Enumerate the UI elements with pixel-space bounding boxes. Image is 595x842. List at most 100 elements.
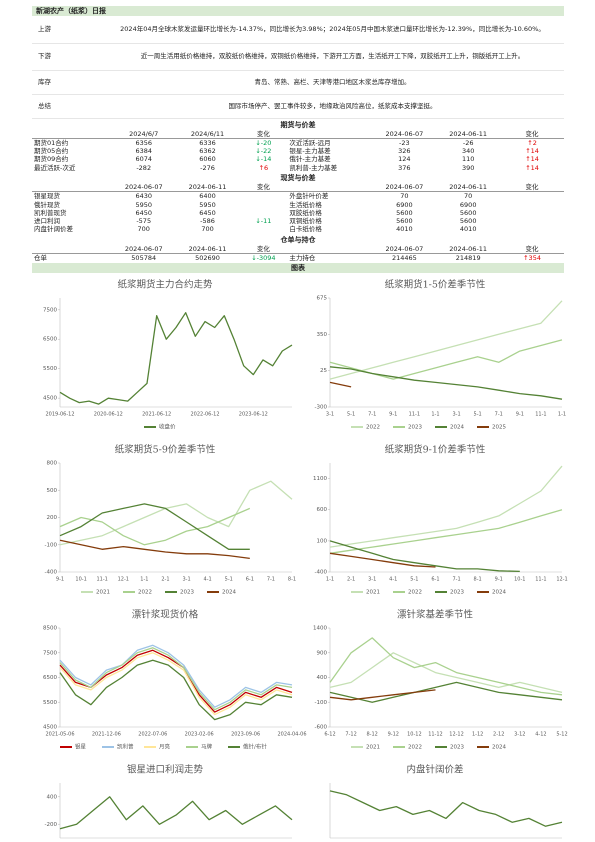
section-title: 图表 — [32, 263, 564, 274]
cell: ↓-20 — [255, 138, 272, 147]
series-line — [59, 652, 293, 716]
cell: 期货01合约 — [34, 138, 69, 147]
x-tick-label: 2021-12-06 — [92, 732, 121, 738]
table-row: 期货09合约 6074 6060 ↓-14 俄针-主力基差 124 110 ↑14 — [32, 155, 564, 163]
chart-title: 漂针浆基差季节性 — [397, 609, 474, 621]
cell: 340 — [461, 147, 475, 156]
x-tick-label: 5-1 — [225, 577, 233, 583]
table-row: 期货01合约 6356 6336 ↓-20 次近活跃-远月 -23 -26 ↑2 — [32, 138, 564, 147]
cell: -276 — [200, 163, 215, 172]
report-title: 新湖农产（纸浆）日报 — [32, 6, 564, 16]
x-tick-label: 8-1 — [474, 577, 482, 583]
cell — [500, 225, 564, 233]
cell — [500, 209, 564, 217]
cell: 双铜纸价格 — [289, 217, 322, 226]
x-tick-label: 5-12 — [556, 732, 567, 738]
series-line — [59, 507, 251, 546]
cell: 6356 — [135, 138, 152, 147]
cell: 5600 — [459, 217, 477, 226]
x-tick-label: 1-12 — [472, 732, 483, 738]
series-line — [329, 681, 563, 703]
cell: 凯利普-主力基差 — [289, 163, 338, 172]
cell: 银星现货 — [34, 192, 60, 201]
cell: 6900 — [459, 200, 477, 209]
chart-title: 纸浆期货9-1价差季节性 — [385, 444, 486, 456]
table-row: 俄针现货 5950 5950 生活纸价格 6900 6900 — [32, 201, 564, 209]
y-tick-label: 400 — [317, 675, 328, 681]
summary-row: 库存 青岛、常熟、高栏、天津等港口地区木浆总库存增加。 — [32, 70, 564, 95]
header-cell: 2024-06-07 — [111, 244, 176, 255]
cell: 双胶纸价格 — [289, 208, 322, 217]
data-table: 2024/6/7 2024/6/11 变化 2024-06-07 2024-06-11 变… — [32, 129, 564, 172]
legend-label: 2022 — [138, 590, 152, 596]
cell: ↓-11 — [255, 217, 272, 226]
summary-label: 库存 — [32, 70, 101, 95]
x-tick-label: 9-1 — [495, 577, 503, 583]
x-tick-label: 7-1 — [267, 577, 275, 583]
series-line — [59, 503, 250, 550]
cell: 6400 — [199, 192, 216, 201]
cell: 6430 — [135, 192, 152, 201]
cell: 5950 — [199, 200, 216, 209]
x-tick-label: 4-1 — [389, 577, 397, 583]
cell: 外盘针叶价差 — [289, 192, 329, 201]
series-line — [329, 509, 563, 554]
x-tick-label: 9-12 — [388, 732, 399, 738]
cell: 700 — [137, 225, 150, 234]
x-tick-label: 2022-06-12 — [190, 412, 219, 418]
x-tick-label: 7-1 — [495, 412, 503, 418]
table-title: 现货与价差 — [280, 173, 316, 182]
cell: 银星-主力基差 — [289, 147, 331, 156]
y-tick-label: 1100 — [313, 476, 327, 482]
x-tick-label: 11-1 — [535, 577, 546, 583]
cell: -26 — [462, 138, 474, 147]
y-tick-label: 4500 — [43, 396, 57, 402]
cell: 俄针现货 — [34, 200, 60, 209]
cell: -23 — [399, 138, 410, 147]
y-tick-label: 25 — [320, 368, 327, 374]
header-cell: 变化 — [239, 129, 288, 139]
legend-label: 2023 — [450, 745, 464, 751]
chart-title: 银星进口利润走势 — [127, 764, 204, 776]
legend-label: 俄针/布针 — [243, 743, 267, 751]
data-table: 2024-06-07 2024-06-11 变化 2024-06-07 2024-06-… — [32, 182, 564, 234]
table-title: 仓单与持仓 — [280, 235, 316, 244]
header-cell — [287, 182, 373, 193]
x-tick-label: 11-1 — [409, 412, 420, 418]
header-cell — [287, 129, 373, 139]
cell: 5600 — [396, 217, 413, 226]
cell: 内盘针阔价差 — [34, 225, 73, 234]
table-row: 内盘针阔价差 700 700 白卡纸价格 4010 4010 — [32, 225, 564, 233]
cell: 70 — [464, 192, 473, 201]
summary-text: 近一周生活用纸价格维持，双胶纸价格维持，双铜纸价格维持，下游开工方面，生活纸开工… — [101, 43, 564, 71]
x-tick-label: 1-1 — [140, 577, 148, 583]
cell: 次近活跃-远月 — [289, 138, 331, 147]
y-tick-label: 7500 — [43, 307, 57, 313]
header-cell — [32, 182, 112, 193]
series-line — [59, 659, 293, 721]
x-tick-label: 2019-06-12 — [45, 412, 74, 418]
summary-row: 下游 近一周生活用纸价格维持，双胶纸价格维持，双铜纸价格维持，下游开工方面，生活纸… — [32, 43, 564, 71]
x-tick-label: 10-1 — [75, 577, 86, 583]
summary-text: 青岛、常熟、高栏、天津等港口地区木浆总库存增加。 — [101, 70, 564, 95]
y-tick-label: -400 — [45, 570, 58, 576]
summary-text: 国际市场停产、罢工事件较多，地缘政治风险高位，纸浆成本支撑坚挺。 — [101, 94, 564, 119]
y-tick-label: -300 — [315, 405, 328, 411]
series-line — [59, 644, 293, 708]
series-line — [59, 480, 293, 546]
cell: 6384 — [135, 147, 152, 156]
x-tick-label: 6-1 — [431, 577, 439, 583]
x-tick-label: 2-1 — [347, 577, 355, 583]
y-tick-label: 100 — [317, 538, 328, 544]
header-row: 2024-06-07 2024-06-11 变化 2024-06-07 2024-06-… — [32, 244, 564, 255]
x-tick-label: 2023-02-06 — [185, 732, 214, 738]
cell: 俄针-主力基差 — [289, 155, 331, 164]
legend-label: 2024 — [492, 745, 506, 751]
legend-label: 2022 — [408, 745, 422, 751]
x-tick-label: 12-12 — [449, 732, 464, 738]
series-line — [329, 465, 563, 548]
y-tick-label: -400 — [315, 570, 328, 576]
header-cell: 变化 — [239, 182, 288, 193]
x-tick-label: 8-12 — [367, 732, 378, 738]
cell: 6074 — [135, 155, 152, 164]
